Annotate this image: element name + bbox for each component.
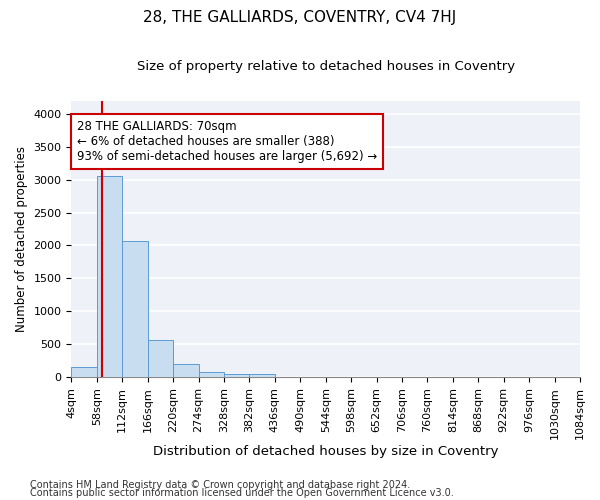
- Bar: [250, 374, 275, 377]
- Text: 28, THE GALLIARDS, COVENTRY, CV4 7HJ: 28, THE GALLIARDS, COVENTRY, CV4 7HJ: [143, 10, 457, 25]
- Bar: [224, 374, 250, 377]
- Y-axis label: Number of detached properties: Number of detached properties: [15, 146, 28, 332]
- Bar: [148, 340, 173, 377]
- Bar: [97, 176, 122, 377]
- Bar: [173, 364, 199, 377]
- Bar: [122, 241, 148, 377]
- Bar: [199, 372, 224, 377]
- Title: Size of property relative to detached houses in Coventry: Size of property relative to detached ho…: [137, 60, 515, 73]
- Bar: [71, 368, 97, 377]
- Text: Contains HM Land Registry data © Crown copyright and database right 2024.: Contains HM Land Registry data © Crown c…: [30, 480, 410, 490]
- X-axis label: Distribution of detached houses by size in Coventry: Distribution of detached houses by size …: [153, 444, 499, 458]
- Text: 28 THE GALLIARDS: 70sqm
← 6% of detached houses are smaller (388)
93% of semi-de: 28 THE GALLIARDS: 70sqm ← 6% of detached…: [77, 120, 377, 164]
- Text: Contains public sector information licensed under the Open Government Licence v3: Contains public sector information licen…: [30, 488, 454, 498]
